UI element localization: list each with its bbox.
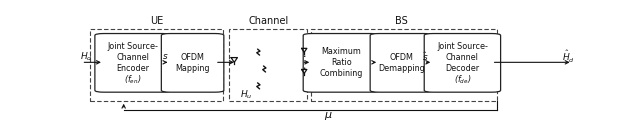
Text: $\hat{s}$: $\hat{s}$ xyxy=(422,50,428,63)
Text: Ratio: Ratio xyxy=(331,58,352,67)
Text: Decoder: Decoder xyxy=(445,64,479,73)
Text: Mapping: Mapping xyxy=(175,64,210,73)
FancyBboxPatch shape xyxy=(303,34,380,92)
Text: Joint Source-: Joint Source- xyxy=(108,42,159,51)
Text: Maximum: Maximum xyxy=(321,47,362,56)
Text: BS: BS xyxy=(395,16,408,26)
FancyBboxPatch shape xyxy=(370,34,433,92)
Text: Encoder: Encoder xyxy=(116,64,150,73)
Text: OFDM: OFDM xyxy=(180,53,205,62)
Text: •
•
•: • • • xyxy=(303,54,306,71)
Text: Channel: Channel xyxy=(446,53,479,62)
FancyBboxPatch shape xyxy=(161,34,224,92)
Text: Combining: Combining xyxy=(320,69,363,78)
Text: $\mu$: $\mu$ xyxy=(324,110,332,122)
Text: ($f_{en}$): ($f_{en}$) xyxy=(124,73,142,86)
Text: $\hat{H}_d$: $\hat{H}_d$ xyxy=(561,48,575,65)
Text: Channel: Channel xyxy=(116,53,150,62)
Text: OFDM: OFDM xyxy=(390,53,413,62)
Text: Joint Source-: Joint Source- xyxy=(437,42,488,51)
Text: ($f_{de}$): ($f_{de}$) xyxy=(454,73,471,86)
Text: UE: UE xyxy=(150,16,163,26)
FancyBboxPatch shape xyxy=(95,34,172,92)
Text: $H_d$: $H_d$ xyxy=(80,50,93,63)
FancyBboxPatch shape xyxy=(424,34,500,92)
Text: Channel: Channel xyxy=(248,16,289,26)
Text: Demapping: Demapping xyxy=(378,64,425,73)
Text: $H_u$: $H_u$ xyxy=(241,89,253,101)
Text: $s$: $s$ xyxy=(162,52,168,61)
